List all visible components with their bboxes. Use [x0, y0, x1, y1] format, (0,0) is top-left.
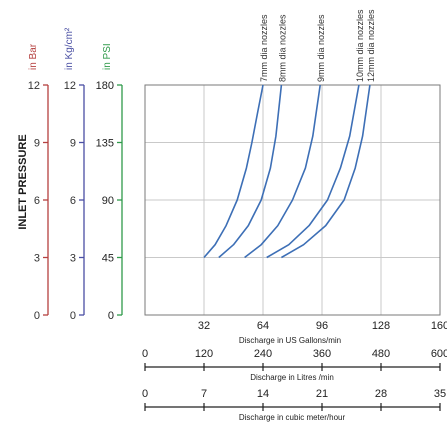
pressure-tick-label: 0: [70, 310, 76, 322]
series-label: 7mm dia nozzles: [259, 14, 269, 82]
series-line: [218, 84, 283, 259]
series-label: 12mm dia nozzles: [366, 9, 376, 82]
discharge-axes: 32 64 96 128 160 Discharge in US Gallons/min 0…: [142, 320, 447, 422]
series-label: 9mm dia nozzles: [316, 14, 326, 82]
cubic-meter-axis-label: Discharge in cubic meter/hour: [239, 413, 346, 422]
litres-tick-label: 0: [142, 348, 148, 360]
cubic-meter-tick-label: 14: [257, 388, 269, 400]
pressure-axis-unit: in Bar: [28, 43, 39, 70]
series-label: 8mm dia nozzles: [277, 14, 287, 82]
pressure-axes: in Bar 0 3 6 9 12 in Kg/cm² 0 3 6 9 12 in PSI 0 45 90 13…: [28, 27, 123, 322]
gallons-tick-label: 96: [316, 320, 328, 332]
pressure-axis-unit: in PSI: [102, 43, 113, 70]
cubic-meter-tick-label: 0: [142, 388, 148, 400]
gallons-axis-label: Discharge in US Gallons/min: [239, 336, 341, 345]
series-line: [244, 84, 321, 259]
litres-axis-label: Discharge in Litres /min: [250, 373, 334, 382]
pressure-tick-label: 9: [70, 138, 76, 150]
plot-frame: [144, 84, 441, 316]
series-line: [203, 84, 264, 259]
gallons-tick-label: 32: [198, 320, 210, 332]
pressure-axis-unit: in Kg/cm²: [64, 27, 75, 70]
plot-area: 7mm dia nozzles 8mm dia nozzles 9mm dia no…: [144, 9, 441, 316]
pressure-tick-label: 180: [96, 80, 114, 92]
series-line: [281, 84, 371, 259]
litres-tick-label: 600: [431, 348, 447, 360]
pressure-tick-label: 3: [34, 253, 40, 265]
pressure-tick-label: 0: [34, 310, 40, 322]
pressure-tick-label: 0: [108, 310, 114, 322]
pressure-tick-label: 12: [64, 80, 76, 92]
series-line: [266, 84, 360, 259]
litres-tick-label: 480: [372, 348, 390, 360]
pressure-tick-label: 45: [102, 253, 114, 265]
litres-tick-label: 120: [195, 348, 213, 360]
cubic-meter-tick-label: 21: [316, 388, 328, 400]
pressure-tick-label: 3: [70, 253, 76, 265]
y-axis-title: INLET PRESSURE: [17, 134, 29, 229]
litres-tick-label: 360: [313, 348, 331, 360]
pressure-tick-label: 90: [102, 195, 114, 207]
cubic-meter-tick-label: 28: [375, 388, 387, 400]
series-label: 10mm dia nozzles: [355, 9, 365, 82]
gallons-tick-label: 64: [257, 320, 269, 332]
pressure-tick-label: 6: [34, 195, 40, 207]
cubic-meter-tick-label: 35: [434, 388, 446, 400]
pressure-tick-label: 135: [96, 138, 114, 150]
pressure-tick-label: 9: [34, 138, 40, 150]
cubic-meter-tick-label: 7: [201, 388, 207, 400]
gallons-tick-label: 128: [372, 320, 390, 332]
litres-tick-label: 240: [254, 348, 272, 360]
pressure-tick-label: 6: [70, 195, 76, 207]
pressure-tick-label: 12: [28, 80, 40, 92]
gallons-tick-label: 160: [431, 320, 447, 332]
